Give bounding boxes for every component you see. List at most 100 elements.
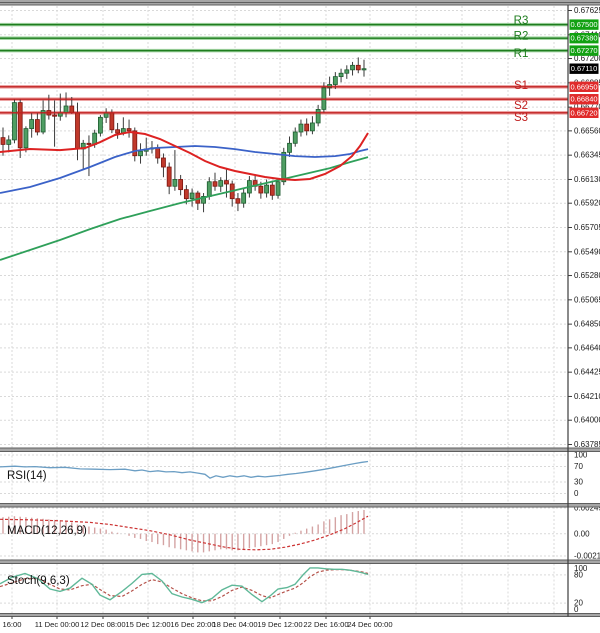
support-badge-s2-text: 0.66840 bbox=[570, 95, 597, 104]
rsi-indicator-label: RSI(14) bbox=[7, 470, 47, 482]
candle-body bbox=[69, 105, 75, 114]
rsi-axis-label: 0 bbox=[574, 489, 579, 498]
candle-body bbox=[212, 181, 218, 187]
rsi-axis-label: 100 bbox=[574, 451, 588, 460]
candle-body bbox=[206, 181, 212, 197]
panel-separator bbox=[0, 560, 600, 564]
price-tick-label: 0.66345 bbox=[574, 151, 600, 160]
candle-body bbox=[138, 150, 143, 157]
candle-body bbox=[201, 196, 206, 204]
candle-body bbox=[269, 184, 275, 196]
price-badges: 0.67500 0.67380 0.67270 0.67110 0.66950 0.668… bbox=[569, 19, 599, 118]
time-tick-label: 18 Dec 04:00 bbox=[212, 620, 257, 629]
price-tick-label: 0.65065 bbox=[574, 295, 600, 304]
candle-body bbox=[98, 116, 103, 134]
support-badge-s3 bbox=[569, 107, 599, 118]
panel-separator bbox=[0, 448, 600, 452]
panel-separators bbox=[0, 0, 600, 617]
rsi-axis-label: 30 bbox=[574, 477, 583, 486]
candle-body bbox=[52, 114, 57, 117]
rsi-line bbox=[0, 460, 369, 479]
resistance-badge-r3 bbox=[569, 19, 599, 30]
time-tick-label: 16:00 bbox=[2, 620, 21, 629]
candle-body bbox=[178, 179, 184, 191]
candle-body bbox=[126, 128, 132, 132]
candle-body bbox=[355, 64, 361, 71]
candle-body bbox=[155, 147, 161, 159]
candle-body bbox=[109, 112, 115, 131]
candle-body bbox=[29, 119, 35, 130]
time-axis: 16:00 11 Dec 00:00 12 Dec 08:00 15 Dec 12:0… bbox=[2, 616, 393, 629]
moving-averages bbox=[0, 130, 369, 261]
level-label-s3: S3 bbox=[514, 112, 528, 124]
candle-body bbox=[6, 139, 12, 145]
time-tick-label: 19 Dec 12:00 bbox=[257, 620, 302, 629]
ma-green-line bbox=[0, 156, 369, 261]
candle-body bbox=[241, 192, 247, 204]
stoch-axis-label: 0 bbox=[574, 605, 579, 614]
stoch-axis-label: 100 bbox=[574, 564, 588, 573]
macd-signal-line bbox=[0, 515, 369, 551]
resistance-badge-r1-text: 0.67270 bbox=[570, 46, 597, 55]
level-label-r1: R1 bbox=[514, 48, 529, 60]
candle-body bbox=[338, 72, 344, 78]
level-label-s2: S2 bbox=[514, 100, 528, 112]
support-badge-s3-text: 0.66720 bbox=[570, 108, 597, 117]
candle-body bbox=[161, 157, 166, 168]
current-price-badge bbox=[569, 63, 599, 74]
candle-body bbox=[0, 137, 6, 145]
candle-body bbox=[264, 184, 269, 194]
candle-body bbox=[292, 131, 298, 144]
candle-body bbox=[235, 198, 241, 204]
resistance-badge-r2-text: 0.67380 bbox=[570, 34, 597, 43]
candle-body bbox=[258, 185, 264, 194]
time-tick-label: 11 Dec 00:00 bbox=[35, 620, 80, 629]
candle-body bbox=[224, 180, 229, 185]
candle-body bbox=[287, 142, 292, 153]
candle-body bbox=[166, 166, 172, 187]
price-tick-label: 0.67625 bbox=[574, 6, 600, 15]
stoch-axis-label: 20 bbox=[574, 599, 583, 608]
candle-body bbox=[23, 128, 29, 149]
candle-body bbox=[63, 105, 69, 114]
macd-axis-label: 0.002491 bbox=[574, 504, 600, 513]
support-badge-s1 bbox=[569, 81, 599, 92]
candle-body bbox=[361, 68, 367, 71]
ma-blue-line bbox=[0, 145, 369, 194]
candle-body bbox=[75, 112, 80, 150]
stoch-axis-label: 80 bbox=[574, 570, 583, 579]
current-price-badge-text: 0.67110 bbox=[571, 64, 598, 73]
candle-body bbox=[12, 102, 17, 141]
candle-body bbox=[132, 130, 138, 157]
rsi-axis-label: 70 bbox=[574, 462, 583, 471]
candle-body bbox=[298, 123, 304, 133]
level-label-r3: R3 bbox=[514, 15, 529, 27]
candle-body bbox=[344, 69, 350, 74]
macd-axis-label: -0.002148 bbox=[574, 552, 600, 561]
candle-body bbox=[172, 179, 178, 187]
candle-body bbox=[115, 129, 120, 134]
rsi-panel: 100 70 30 0 bbox=[0, 451, 588, 498]
time-tick-label: 15 Dec 12:00 bbox=[125, 620, 170, 629]
stoch-indicator-label: Stoch(9,6,3) bbox=[7, 575, 70, 587]
time-tick-label: 16 Dec 20:00 bbox=[170, 620, 215, 629]
candle-body bbox=[304, 123, 310, 132]
resistance-badge-r3-text: 0.67500 bbox=[570, 20, 597, 29]
level-label-r2: R2 bbox=[514, 31, 529, 43]
candle-body bbox=[350, 64, 355, 71]
stoch-k-line bbox=[0, 567, 369, 604]
price-tick-label: 0.65705 bbox=[574, 223, 600, 232]
resistance-badge-r2 bbox=[569, 32, 599, 44]
time-tick-label: 22 Dec 16:00 bbox=[303, 620, 348, 629]
